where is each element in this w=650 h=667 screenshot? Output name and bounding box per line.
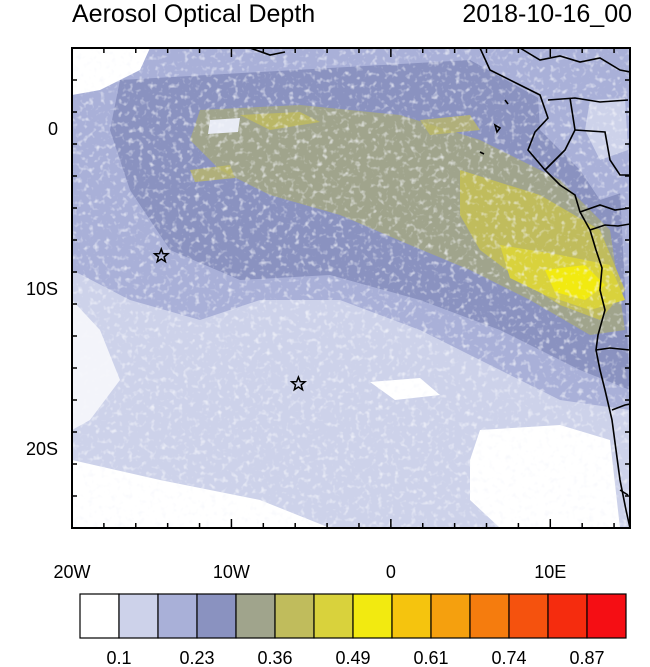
lon-tick-labels: 20W 10W 0 10E: [53, 562, 566, 582]
station-markers: [152, 246, 308, 392]
coastline-borders: [249, 48, 630, 528]
lon-tick-label: 10E: [534, 562, 566, 582]
star-marker-icon: [152, 246, 170, 264]
colorbar-swatch: [352, 593, 393, 639]
lat-tick-labels: 0 10S 20S: [26, 119, 58, 459]
colorbar-label: 0.74: [491, 648, 526, 667]
lat-tick-label: 10S: [26, 279, 58, 299]
lon-tick-label: 20W: [53, 562, 90, 582]
lon-tick-label: 0: [386, 562, 396, 582]
map-frame: [71, 47, 631, 529]
colorbar-label: 0.23: [179, 648, 214, 667]
colorbar-swatch: [430, 593, 471, 639]
colorbar: [79, 593, 627, 639]
colorbar-label: 0.49: [335, 648, 370, 667]
colorbar-swatch: [586, 593, 627, 639]
colorbar-swatch: [274, 593, 315, 639]
colorbar-swatch: [391, 593, 432, 639]
lon-tick-label: 10W: [213, 562, 250, 582]
aod-field: [72, 48, 630, 528]
colorbar-labels: 0.1 0.23 0.36 0.49 0.61 0.74 0.87: [106, 648, 604, 667]
star-marker-icon: [289, 374, 308, 392]
tick-marks: [71, 47, 630, 529]
colorbar-swatch: [508, 593, 549, 639]
colorbar-swatch: [157, 593, 198, 639]
colorbar-label: 0.1: [106, 648, 131, 667]
colorbar-swatch: [313, 593, 354, 639]
colorbar-swatch: [235, 593, 276, 639]
colorbar-label: 0.61: [413, 648, 448, 667]
lat-tick-label: 0: [48, 119, 58, 139]
colorbar-swatch: [547, 593, 588, 639]
colorbar-label: 0.87: [569, 648, 604, 667]
colorbar-swatch: [79, 593, 120, 639]
colorbar-swatch: [196, 593, 237, 639]
colorbar-swatch: [118, 593, 159, 639]
lat-tick-label: 20S: [26, 439, 58, 459]
map-title: Aerosol Optical Depth: [72, 0, 316, 28]
map-datetime: 2018-10-16_00: [462, 0, 632, 28]
colorbar-label: 0.36: [257, 648, 292, 667]
colorbar-swatch: [469, 593, 510, 639]
